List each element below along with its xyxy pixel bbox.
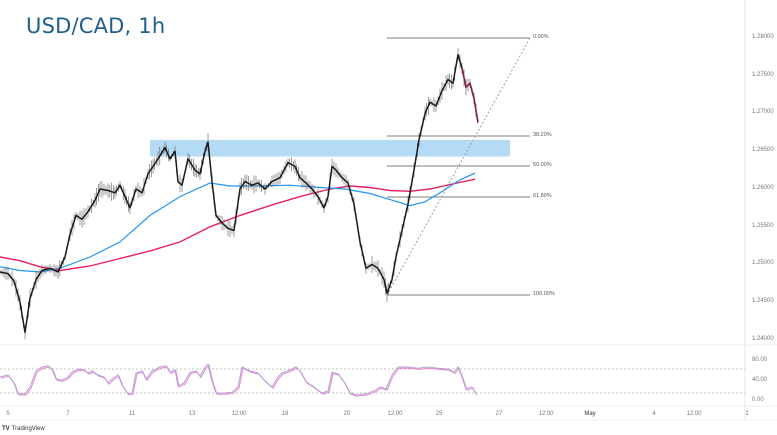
time-axis-label: 12:00: [538, 411, 554, 417]
price-axis-label: 1.27500: [752, 72, 774, 78]
price-axis-label: 1.25000: [752, 260, 774, 266]
fib-level-label: 38.20%: [533, 132, 552, 138]
fib-level-label: 100.00%: [533, 291, 555, 297]
tradingview-logo[interactable]: TV TradingView: [2, 426, 45, 432]
tradingview-logo-icon: TV: [2, 426, 10, 432]
oscillator-axis-label: 80.00: [752, 357, 768, 363]
price-line-recent: [461, 68, 479, 123]
time-axis-label: 4: [652, 411, 656, 417]
price-axis-label: 1.26500: [752, 147, 774, 153]
osc-main-line: [0, 363, 477, 396]
time-axis-label: 13: [188, 411, 196, 417]
time-axis-label: 11: [128, 411, 136, 417]
fib-level-label: 61.80%: [533, 193, 552, 199]
chart-title: USD/CAD, 1h: [26, 14, 166, 38]
time-axis-label: 18: [281, 411, 289, 417]
tradingview-logo-text: TradingView: [11, 426, 45, 432]
time-axis-label: 7: [66, 411, 70, 417]
fib-level-label: 50.00%: [533, 162, 552, 168]
price-series: [0, 48, 479, 340]
zone-rect[interactable]: [150, 139, 510, 157]
ma-slow-line: [0, 178, 476, 272]
resistance-zone[interactable]: [150, 139, 510, 157]
time-axis-label: 1: [745, 411, 749, 417]
price-axis-label: 1.25500: [752, 223, 774, 229]
price-axis-label: 1.28000: [752, 34, 774, 40]
price-axis-label: 1.26000: [752, 185, 774, 191]
oscillator-axis-label: 40.00: [752, 377, 768, 383]
osc-signal-line: [0, 364, 478, 397]
oscillator-axis-label: 0.00: [752, 397, 764, 403]
oscillator-series: [0, 363, 478, 397]
time-axis-label: 12:00: [231, 411, 247, 417]
price-axis-label: 1.24000: [752, 336, 774, 342]
time-axis-label: 20: [343, 411, 351, 417]
price-line: [0, 53, 479, 334]
fib-level-label: 0.00%: [533, 34, 549, 40]
time-axis-label: 5: [6, 411, 10, 417]
time-axis-label: 12:00: [387, 411, 403, 417]
price-axis-label: 1.27000: [752, 109, 774, 115]
fib-trend-line[interactable]: [386, 37, 531, 296]
price-axis-label: 1.24500: [752, 298, 774, 304]
time-axis-label: 12:00: [686, 411, 702, 417]
time-axis-label: 27: [495, 411, 503, 417]
time-axis-label: 25: [435, 411, 443, 417]
fibonacci-retracement[interactable]: [386, 37, 531, 296]
time-axis-label: May: [584, 411, 596, 417]
